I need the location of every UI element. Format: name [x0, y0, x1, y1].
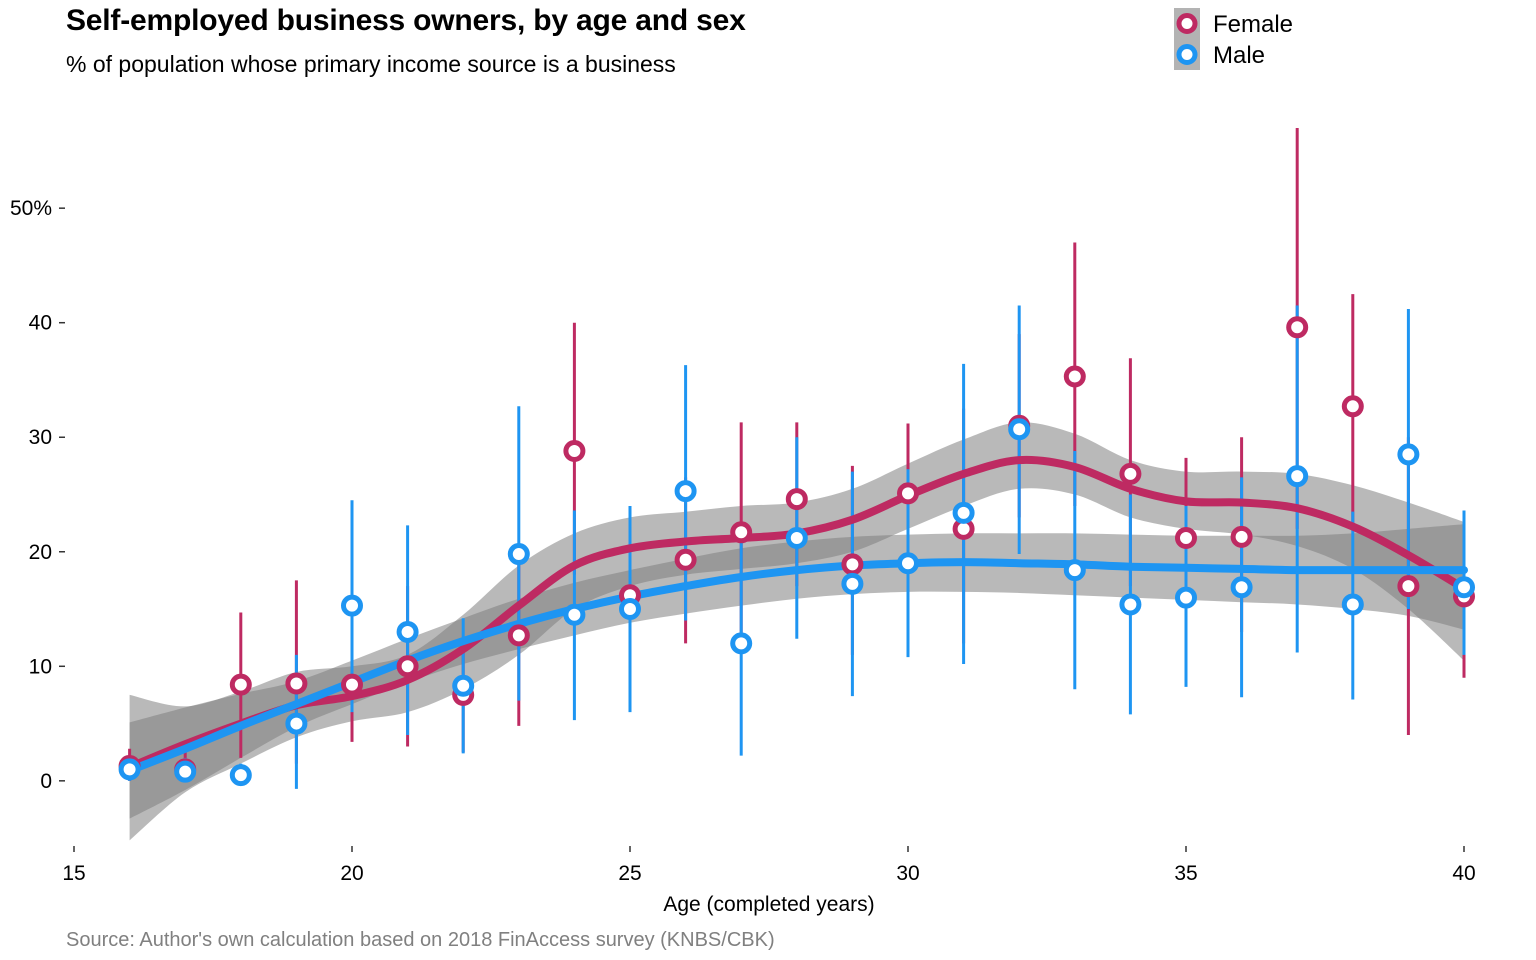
y-tick-label: 40 [29, 312, 52, 335]
female-data-point [841, 553, 864, 576]
male-data-point [1453, 576, 1475, 599]
male-data-point [1008, 418, 1031, 441]
female-data-point [730, 521, 753, 544]
female-data-point [341, 673, 363, 696]
x-tick-label: 25 [618, 862, 641, 885]
legend-male-marker [1176, 44, 1198, 65]
y-tick-label: 50% [10, 197, 52, 220]
male-data-point [730, 632, 753, 655]
data-points [118, 316, 1475, 787]
male-data-point [952, 501, 975, 524]
x-tick-label: 40 [1452, 862, 1475, 885]
male-data-point [1341, 593, 1364, 616]
male-data-point [452, 674, 475, 697]
male-data-point [841, 572, 864, 595]
male-data-point [1063, 559, 1086, 582]
y-tick-label: 30 [29, 426, 52, 449]
y-tick-label: 0 [40, 770, 52, 793]
female-data-point [1230, 525, 1253, 548]
x-tick-label: 30 [896, 862, 919, 885]
male-data-point [507, 543, 530, 566]
female-data-point [563, 439, 586, 462]
male-data-point [1119, 593, 1142, 616]
male-data-point [1175, 586, 1197, 609]
male-data-point [563, 603, 586, 626]
female-data-point [1119, 462, 1142, 485]
x-axis-title: Age (completed years) [663, 893, 874, 916]
x-tick-label: 35 [1174, 862, 1197, 885]
female-data-point [785, 488, 808, 511]
legend: Female Male [1174, 8, 1293, 70]
female-data-point [1341, 395, 1364, 418]
axes: 15 20 25 30 35 40 Age (completed years) 0 10 20 30… [10, 197, 1476, 916]
chart-title: Self-employed business owners, by age an… [66, 4, 746, 37]
chart-subtitle: % of population whose primary income sou… [66, 51, 676, 77]
female-data-point [1286, 316, 1309, 339]
male-data-point [619, 598, 641, 621]
y-tick-label: 10 [29, 655, 52, 678]
male-data-point [1397, 443, 1420, 466]
legend-male-label: Male [1213, 42, 1265, 69]
female-data-point [396, 655, 419, 678]
source-caption: Source: Author's own calculation based o… [66, 929, 775, 951]
female-data-point [507, 624, 530, 647]
male-data-point [285, 712, 308, 735]
male-data-point [1230, 576, 1253, 599]
legend-female-label: Female [1213, 11, 1293, 38]
male-data-point [118, 758, 141, 781]
female-data-point [1397, 575, 1420, 598]
male-data-point [674, 480, 697, 503]
male-data-point [897, 552, 919, 575]
female-data-point [229, 673, 252, 696]
legend-female-marker [1176, 13, 1198, 34]
male-data-point [174, 760, 197, 783]
male-data-point [785, 527, 808, 550]
male-data-point [229, 764, 252, 787]
female-data-point [1063, 365, 1086, 388]
female-data-point [674, 548, 697, 571]
x-tick-label: 15 [62, 862, 85, 885]
male-data-point [341, 594, 363, 617]
y-tick-label: 20 [29, 541, 52, 564]
female-data-point [897, 482, 919, 505]
female-data-point [285, 672, 308, 695]
male-data-point [396, 620, 419, 643]
x-tick-label: 20 [340, 862, 363, 885]
male-data-point [1286, 465, 1309, 488]
female-data-point [1175, 527, 1197, 550]
